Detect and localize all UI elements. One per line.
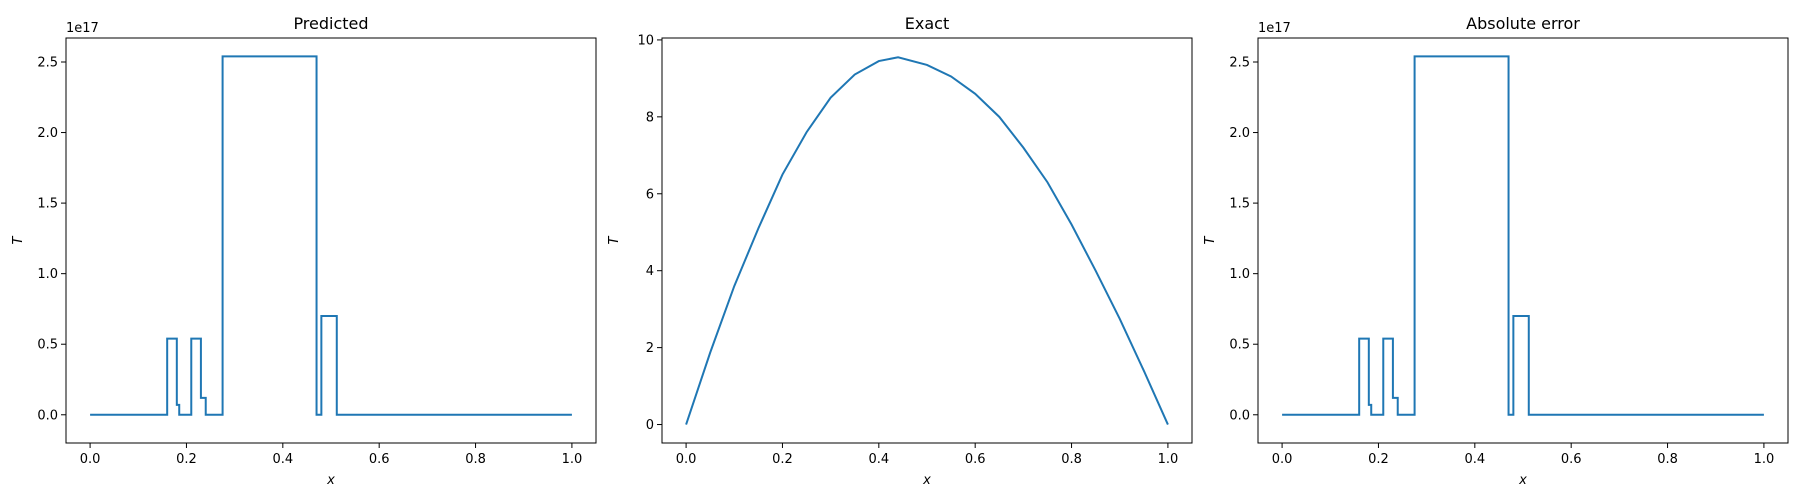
y-tick-label: 2.5: [1229, 55, 1250, 70]
y-tick-label: 2.5: [37, 55, 58, 70]
x-axis-label: x: [1518, 473, 1527, 488]
chart-title: Absolute error: [1466, 14, 1580, 33]
y-tick-label: 6: [646, 187, 654, 202]
x-tick-label: 1.0: [1158, 452, 1179, 467]
y-axis-label: T: [607, 235, 622, 244]
y-tick-label: 0: [646, 418, 654, 433]
y-tick-label: 0.0: [1229, 408, 1250, 423]
y-tick-label: 1.0: [1229, 267, 1250, 282]
x-tick-label: 0.4: [1464, 452, 1485, 467]
axes-frame: [661, 37, 1193, 444]
y-tick-label: 1.0: [37, 267, 58, 282]
x-tick-label: 0.6: [369, 452, 390, 467]
x-tick-label: 0.4: [868, 452, 889, 467]
y-tick-label: 2.0: [1229, 126, 1250, 141]
x-tick-label: 0.8: [1657, 452, 1678, 467]
y-axis-label: T: [1203, 235, 1218, 244]
y-tick-label: 2.0: [37, 126, 58, 141]
x-tick-label: 0.2: [772, 452, 793, 467]
x-tick-label: 0.0: [676, 452, 697, 467]
x-tick-label: 0.2: [176, 452, 197, 467]
subplot-2: 0.0 0.2 0.4 0.6 0.8 1.0 0 2 4 6 8 10 Exact x T: [607, 14, 1193, 488]
x-tick-label: 0.0: [1272, 452, 1293, 467]
axes-frame: [1257, 37, 1789, 444]
subplot-3: 0.0 0.2 0.4 0.6 0.8 1.0 0.0 0.5 1.0 1.5 2.0 2.5 Abso…: [1203, 14, 1789, 488]
y-axis-label: T: [11, 235, 26, 244]
y-tick-label: 2: [646, 341, 654, 356]
x-tick-label: 0.6: [965, 452, 986, 467]
y-offset-label: 1e17: [66, 21, 99, 36]
x-tick-label: 0.4: [272, 452, 293, 467]
x-tick-label: 0.6: [1561, 452, 1582, 467]
x-tick-label: 0.0: [80, 452, 101, 467]
x-tick-label: 1.0: [1754, 452, 1775, 467]
y-tick-label: 8: [646, 110, 654, 125]
y-tick-label: 10: [637, 33, 654, 48]
subplot-1: 0.0 0.2 0.4 0.6 0.8 1.0 0.0 0.5 1.0 1.5 2.0 2.5 Pred…: [11, 14, 597, 488]
y-tick-label: 1.5: [37, 197, 58, 212]
x-axis-label: x: [326, 473, 335, 488]
x-tick-label: 0.8: [1061, 452, 1082, 467]
x-axis-label: x: [922, 473, 931, 488]
series-line-1: [90, 55, 572, 416]
chart-title: Predicted: [293, 14, 368, 33]
y-tick-label: 0.5: [1229, 338, 1250, 353]
y-offset-label: 1e17: [1258, 21, 1291, 36]
axes-frame: [65, 37, 597, 444]
series-line-1: [685, 56, 1169, 425]
y-tick-label: 1.5: [1229, 197, 1250, 212]
y-tick-label: 0.5: [37, 338, 58, 353]
chart-title: Exact: [905, 14, 949, 33]
series-line-1: [1282, 55, 1764, 416]
x-tick-label: 0.2: [1368, 452, 1389, 467]
y-tick-label: 4: [646, 264, 654, 279]
x-tick-label: 0.8: [465, 452, 486, 467]
x-tick-label: 1.0: [562, 452, 583, 467]
y-tick-label: 0.0: [37, 408, 58, 423]
